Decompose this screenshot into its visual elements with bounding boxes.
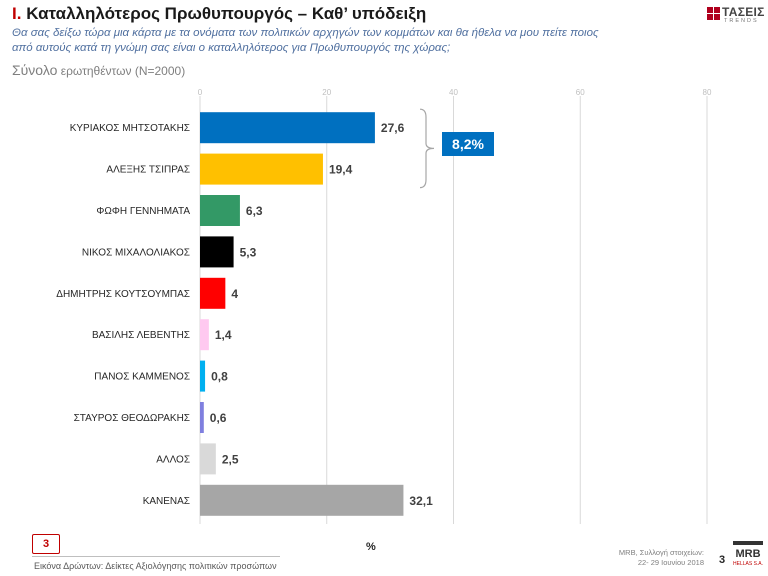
x-tick-label-2: 40 bbox=[449, 88, 458, 97]
bar-6 bbox=[200, 360, 206, 392]
value-label-7: 0,6 bbox=[210, 411, 227, 425]
bar-3 bbox=[200, 236, 234, 268]
value-label-5: 1,4 bbox=[215, 328, 232, 342]
value-label-9: 32,1 bbox=[409, 494, 433, 508]
value-label-0: 27,6 bbox=[381, 121, 405, 135]
value-label-4: 4 bbox=[231, 287, 238, 301]
value-label-1: 19,4 bbox=[329, 163, 353, 177]
section-page-box: 3 bbox=[32, 534, 60, 554]
sample-respondents: ερωτηθέντων (Ν=2000) bbox=[57, 64, 186, 78]
taseis-logo: ΤΑΣΕΙΣ TRENDS bbox=[707, 5, 764, 25]
title-roman-numeral: I. bbox=[12, 4, 22, 23]
sample-total-label: Σύνολο bbox=[12, 62, 58, 78]
footer-caption: Εικόνα Δρώντων: Δείκτες Αξιολόγησης πολι… bbox=[34, 561, 277, 571]
mrb-logo: MRB HELLAS S.A. bbox=[733, 541, 763, 575]
x-tick-label-1: 20 bbox=[322, 88, 331, 97]
category-label-5: ΒΑΣΙΛΗΣ ΛΕΒΕΝΤΗΣ bbox=[92, 330, 190, 341]
callout-bracket bbox=[419, 108, 435, 189]
category-label-7: ΣΤΑΥΡΟΣ ΘΕΟΔΩΡΑΚΗΣ bbox=[74, 413, 190, 424]
category-label-2: ΦΩΦΗ ΓΕΝΝΗΜΑΤΑ bbox=[96, 206, 190, 217]
category-label-4: ΔΗΜΗΤΡΗΣ ΚΟΥΤΣΟΥΜΠΑΣ bbox=[56, 289, 190, 300]
value-label-3: 5,3 bbox=[240, 245, 257, 259]
bar-7 bbox=[200, 402, 204, 433]
x-tick-label-3: 60 bbox=[576, 88, 585, 97]
x-tick-label-0: 0 bbox=[198, 88, 203, 97]
bar-5 bbox=[200, 319, 209, 351]
source-line-1: MRB, Συλλογή στοιχείων: bbox=[618, 548, 704, 557]
taseis-logo-name: ΤΑΣΕΙΣ bbox=[722, 5, 765, 19]
bar-9 bbox=[200, 484, 404, 516]
taseis-logo-icon bbox=[707, 7, 720, 20]
page-number: 3 bbox=[719, 554, 726, 566]
mrb-logo-mark: MRB bbox=[735, 548, 761, 560]
category-label-6: ΠΑΝΟΣ ΚΑΜΜΕΝΟΣ bbox=[94, 372, 190, 383]
difference-callout: 8,2% bbox=[442, 132, 494, 156]
sample-size: Σύνολο ερωτηθέντων (Ν=2000) bbox=[12, 62, 185, 78]
value-label-2: 6,3 bbox=[246, 204, 263, 218]
page-title: I. Καταλληλότερος Πρωθυπουργός – Καθ’ υπ… bbox=[12, 4, 426, 24]
footer-divider bbox=[32, 556, 280, 557]
bar-4 bbox=[200, 277, 226, 309]
category-label-8: ΑΛΛΟΣ bbox=[156, 454, 190, 465]
value-label-8: 2,5 bbox=[222, 452, 239, 466]
category-label-3: ΝΙΚΟΣ ΜΙΧΑΛΟΛΙΑΚΟΣ bbox=[82, 247, 190, 258]
bar-1 bbox=[200, 153, 323, 185]
mrb-logo-sub: HELLAS S.A. bbox=[733, 561, 764, 567]
taseis-logo-sub: TRENDS bbox=[724, 18, 759, 24]
category-label-0: ΚΥΡΙΑΚΟΣ ΜΗΤΣΟΤΑΚΗΣ bbox=[70, 123, 190, 134]
value-label-6: 0,8 bbox=[211, 370, 228, 384]
survey-question: Θα σας δείξω τώρα μια κάρτα με τα ονόματ… bbox=[12, 27, 599, 54]
source-line-2: 22- 29 Ιουνίου 2018 bbox=[637, 558, 704, 567]
footer-source: MRB, Συλλογή στοιχείων: 22- 29 Ιουνίου 20… bbox=[600, 548, 704, 568]
category-label-9: ΚΑΝΕΝΑΣ bbox=[143, 496, 190, 507]
category-label-1: ΑΛΕΞΗΣ ΤΣΙΠΡΑΣ bbox=[106, 165, 190, 176]
x-axis-label: % bbox=[366, 541, 376, 553]
bar-8 bbox=[200, 443, 216, 475]
bar-0 bbox=[200, 112, 375, 144]
x-tick-label-4: 80 bbox=[703, 88, 712, 97]
title-text: Καταλληλότερος Πρωθυπουργός – Καθ’ υπόδε… bbox=[26, 4, 427, 23]
bar-2 bbox=[200, 195, 240, 226]
